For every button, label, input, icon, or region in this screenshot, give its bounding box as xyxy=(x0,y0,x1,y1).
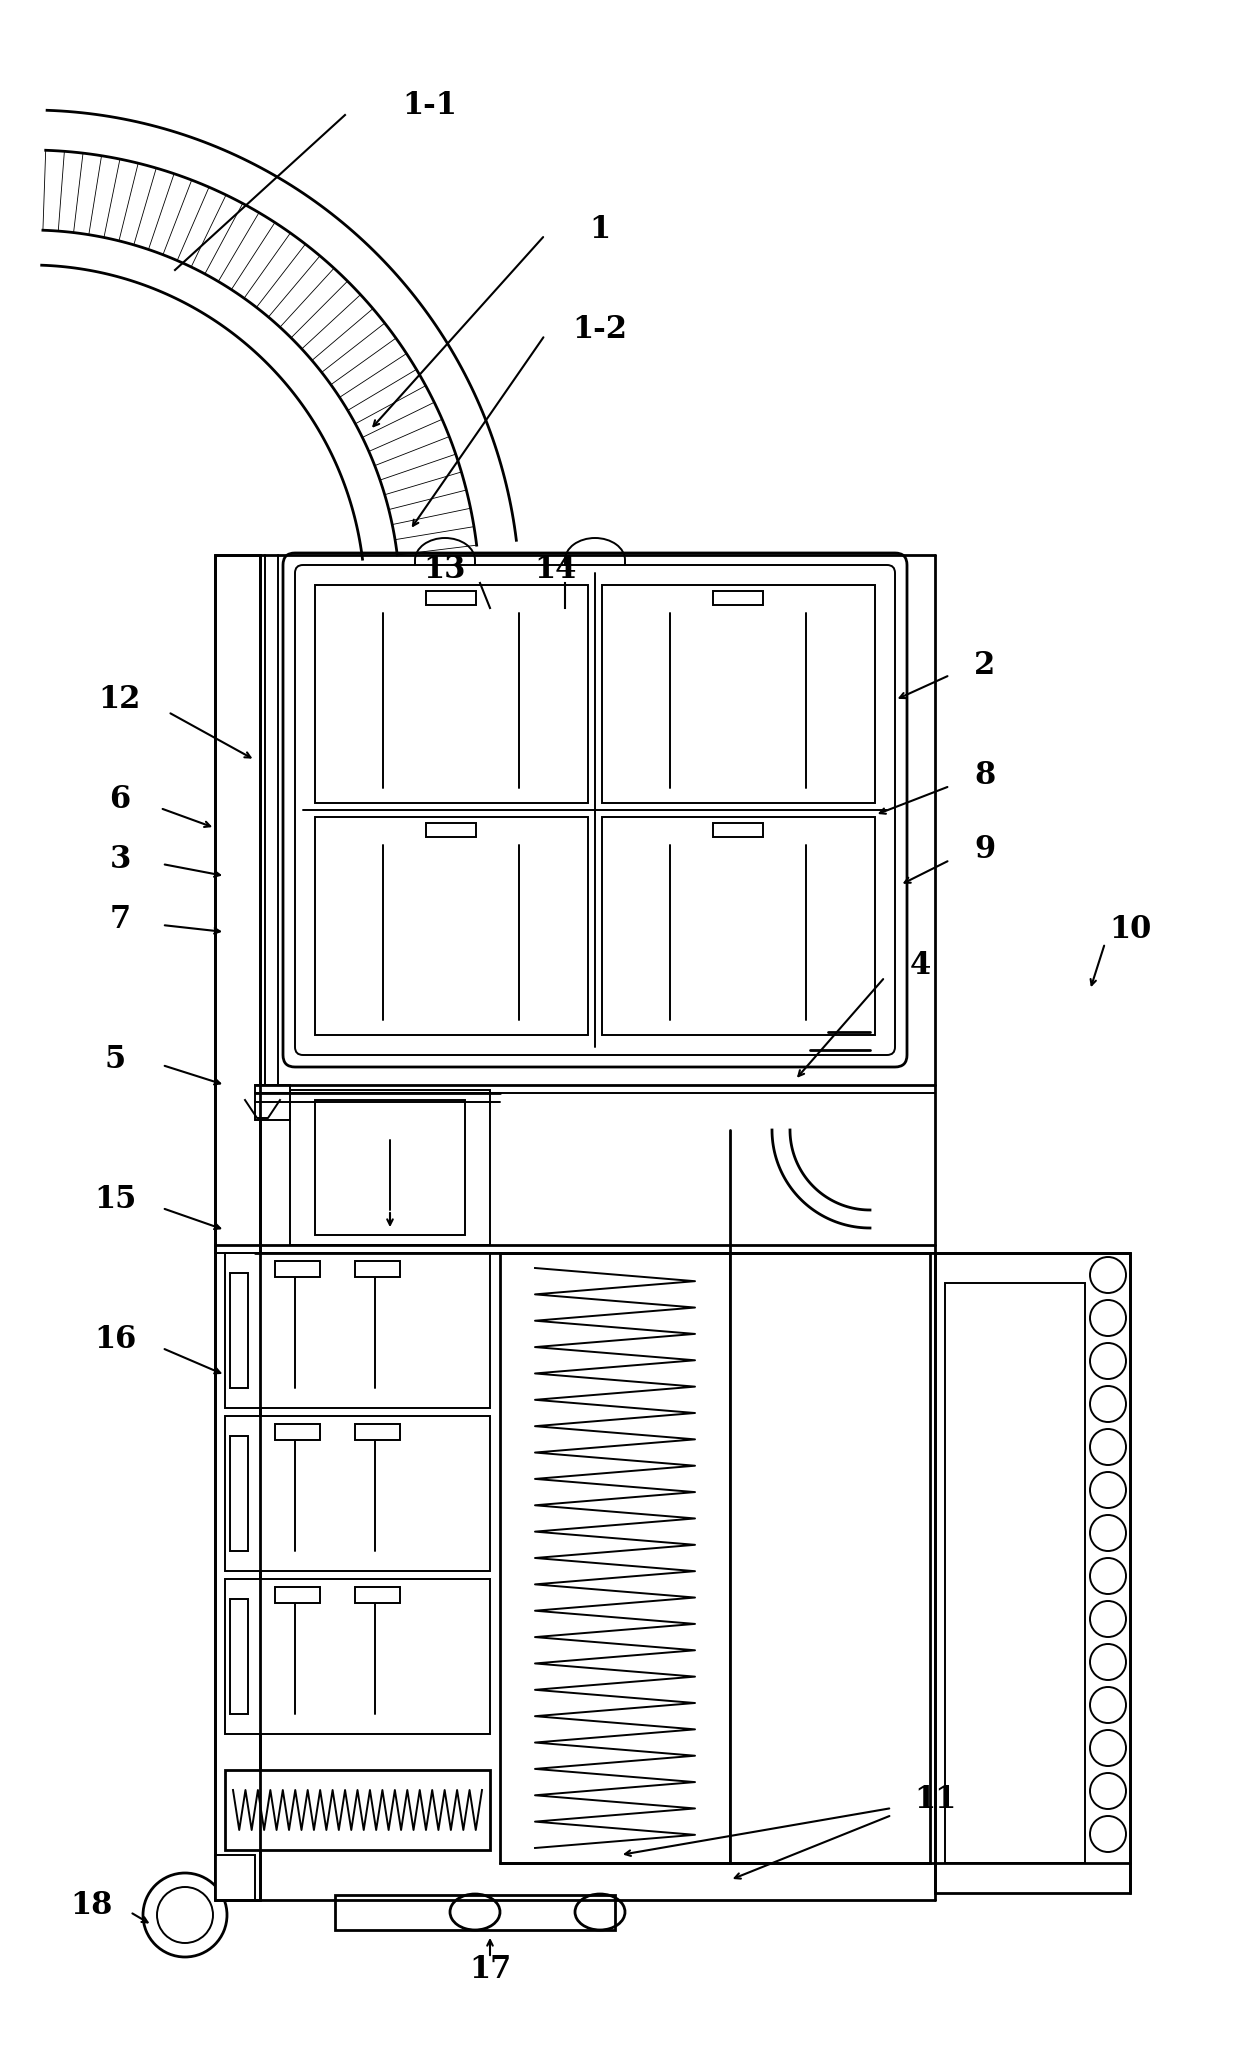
Text: 9: 9 xyxy=(975,834,996,865)
Bar xyxy=(315,584,588,804)
Bar xyxy=(224,1253,490,1408)
Bar xyxy=(713,590,763,605)
Bar xyxy=(275,1425,320,1439)
Text: 4: 4 xyxy=(909,949,931,980)
Bar xyxy=(229,1435,248,1552)
FancyBboxPatch shape xyxy=(283,554,906,1066)
Bar xyxy=(355,1261,401,1277)
Text: 15: 15 xyxy=(94,1185,136,1216)
Text: 8: 8 xyxy=(975,758,996,791)
Bar xyxy=(601,584,875,804)
Text: 1-2: 1-2 xyxy=(573,314,627,346)
Bar xyxy=(275,1587,320,1603)
Text: 13: 13 xyxy=(424,554,466,586)
Bar xyxy=(224,1417,490,1570)
Text: 5: 5 xyxy=(104,1046,125,1076)
Bar xyxy=(500,1253,730,1863)
Bar xyxy=(290,1091,490,1244)
Bar xyxy=(945,1283,1085,1863)
Bar xyxy=(315,1101,465,1234)
Text: 18: 18 xyxy=(71,1890,113,1921)
Bar xyxy=(224,1769,490,1849)
Bar xyxy=(935,1253,1130,1892)
Text: 7: 7 xyxy=(109,904,130,935)
Text: 2: 2 xyxy=(975,650,996,681)
Bar xyxy=(229,1273,248,1388)
Bar xyxy=(275,1261,320,1277)
Bar xyxy=(215,1855,255,1900)
Bar xyxy=(229,1599,248,1714)
Bar xyxy=(315,818,588,1035)
Text: 6: 6 xyxy=(109,785,130,816)
Text: 14: 14 xyxy=(533,554,577,586)
Text: 1: 1 xyxy=(589,215,610,246)
Bar xyxy=(355,1587,401,1603)
Text: 12: 12 xyxy=(99,685,141,715)
Bar xyxy=(224,1578,490,1734)
Text: 10: 10 xyxy=(1109,914,1151,945)
Text: 17: 17 xyxy=(469,1954,511,1986)
Bar xyxy=(427,822,476,836)
Bar xyxy=(215,556,260,1900)
Text: 1-1: 1-1 xyxy=(403,90,458,121)
Text: 11: 11 xyxy=(914,1784,956,1816)
Bar xyxy=(255,1084,290,1119)
Bar xyxy=(355,1425,401,1439)
Text: 16: 16 xyxy=(94,1324,136,1355)
Bar xyxy=(713,822,763,836)
Bar xyxy=(601,818,875,1035)
FancyBboxPatch shape xyxy=(295,566,895,1056)
Text: 3: 3 xyxy=(109,845,130,875)
Bar xyxy=(427,590,476,605)
Bar xyxy=(335,1894,615,1929)
Bar xyxy=(730,1253,930,1863)
